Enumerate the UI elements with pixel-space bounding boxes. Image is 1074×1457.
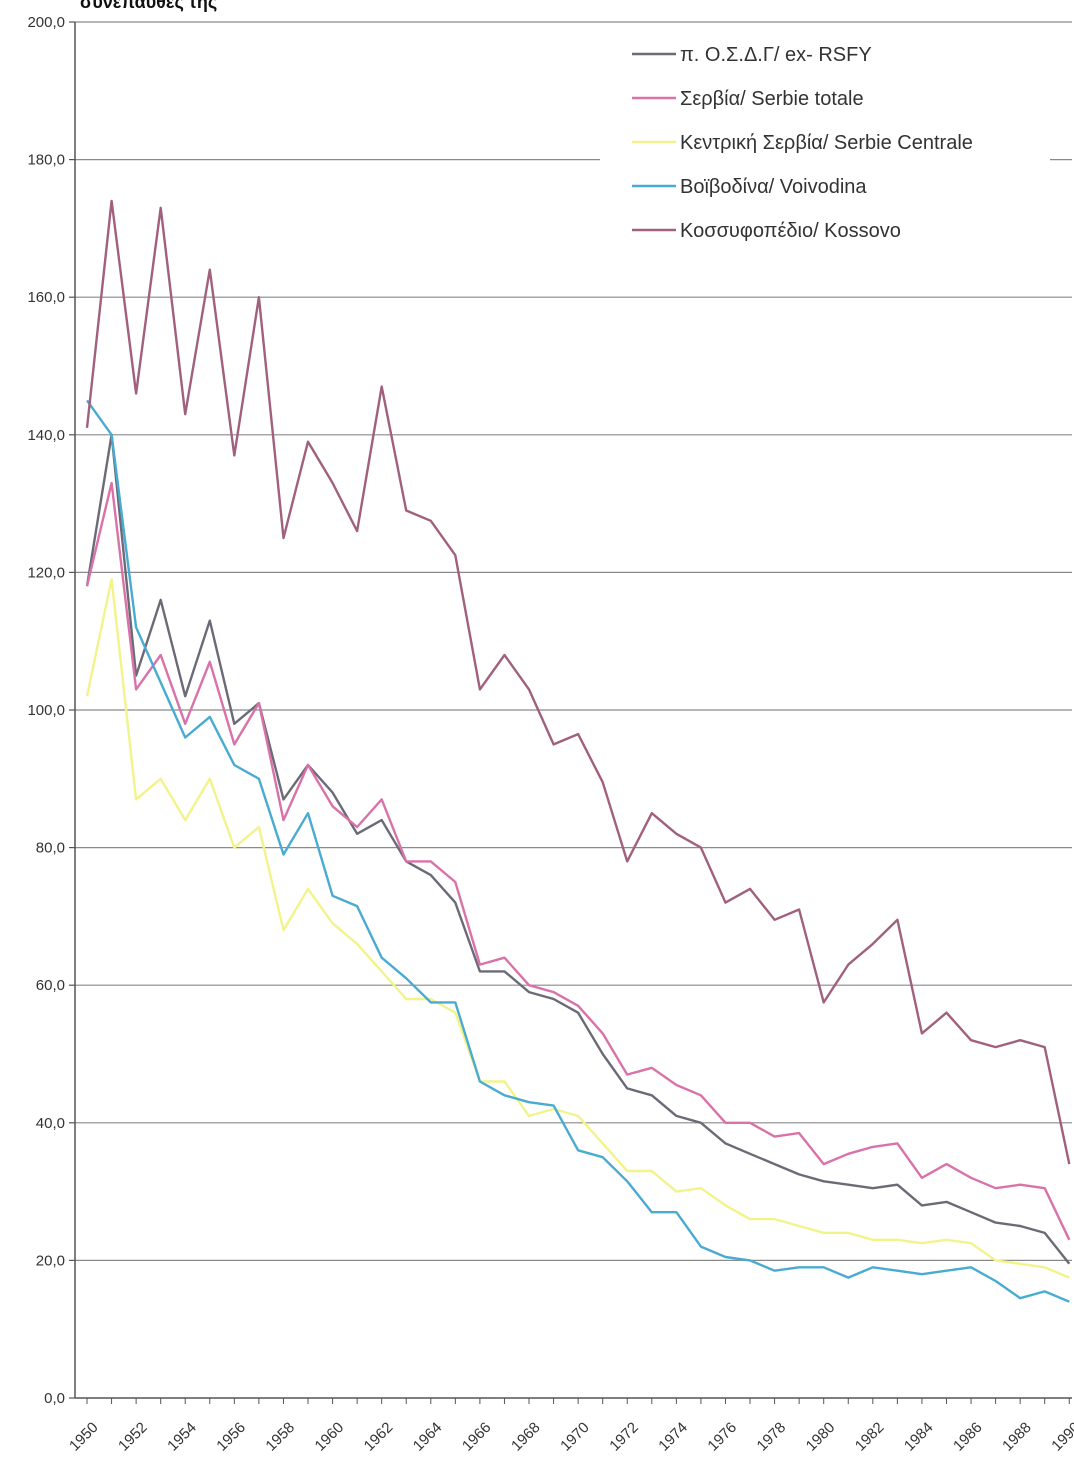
x-tick-label: 1958 (262, 1419, 298, 1455)
y-tick-label: 120,0 (27, 564, 65, 581)
y-tick-label: 200,0 (27, 14, 65, 31)
axes (69, 21, 1072, 1404)
y-tick-label: 140,0 (27, 427, 65, 444)
series-line-5 (85, 199, 1071, 1165)
x-tick-label: 1960 (312, 1419, 348, 1455)
x-tick-label: 1974 (655, 1419, 691, 1455)
x-tick-label: 1964 (410, 1419, 446, 1455)
x-tick-label: 1980 (803, 1419, 839, 1455)
y-tick-label: 80,0 (36, 840, 65, 857)
legend-label: Σερβία/ Serbie totale (680, 88, 864, 110)
x-tick-label: 1990 (1048, 1419, 1074, 1455)
series-line-2 (85, 481, 1071, 1241)
series-lines (85, 199, 1071, 1303)
series-line-1 (85, 433, 1071, 1265)
x-tick-label: 1988 (999, 1419, 1035, 1455)
legend-label: π. Ο.Σ.Δ.Γ/ ex- RSFY (680, 44, 872, 66)
x-tick-label: 1986 (950, 1419, 986, 1455)
x-tick-label: 1970 (557, 1419, 593, 1455)
y-tick-label: 0,0 (44, 1390, 65, 1407)
x-tick-label: 1966 (459, 1419, 495, 1455)
y-tick-label: 100,0 (27, 702, 65, 719)
x-tick-label: 1952 (115, 1419, 151, 1455)
y-tick-label: 60,0 (36, 977, 65, 994)
x-tick-label: 1982 (852, 1419, 888, 1455)
x-tick-label: 1984 (901, 1419, 937, 1455)
x-tick-label: 1976 (704, 1419, 740, 1455)
x-tick-label: 1954 (164, 1419, 200, 1455)
gridlines (75, 21, 1072, 1262)
x-tick-label: 1972 (606, 1419, 642, 1455)
y-tick-label: 40,0 (36, 1115, 65, 1132)
x-tick-label: 1956 (213, 1419, 249, 1455)
series-line-4 (86, 399, 1070, 1303)
page-title: συνεπαύθες της (80, 0, 218, 12)
y-tick-label: 160,0 (27, 289, 65, 306)
legend-label: Κοσσυφοπέδιο/ Kossovo (680, 220, 901, 242)
legend-label: Βοϊβοδίνα/ Voivodina (680, 176, 867, 198)
legend-box (600, 32, 1050, 257)
x-tick-label: 1950 (66, 1419, 102, 1455)
y-tick-label: 180,0 (27, 152, 65, 169)
x-tick-label: 1978 (754, 1419, 790, 1455)
series-line-3 (85, 578, 1070, 1279)
x-tick-label: 1968 (508, 1419, 544, 1455)
x-tick-label: 1962 (361, 1419, 397, 1455)
legend-label: Κεντρική Σερβία/ Serbie Centrale (680, 132, 973, 154)
legend: π. Ο.Σ.Δ.Γ/ ex- RSFY Σερβία/ Serbie total… (600, 32, 1050, 257)
y-tick-label: 20,0 (36, 1252, 65, 1269)
